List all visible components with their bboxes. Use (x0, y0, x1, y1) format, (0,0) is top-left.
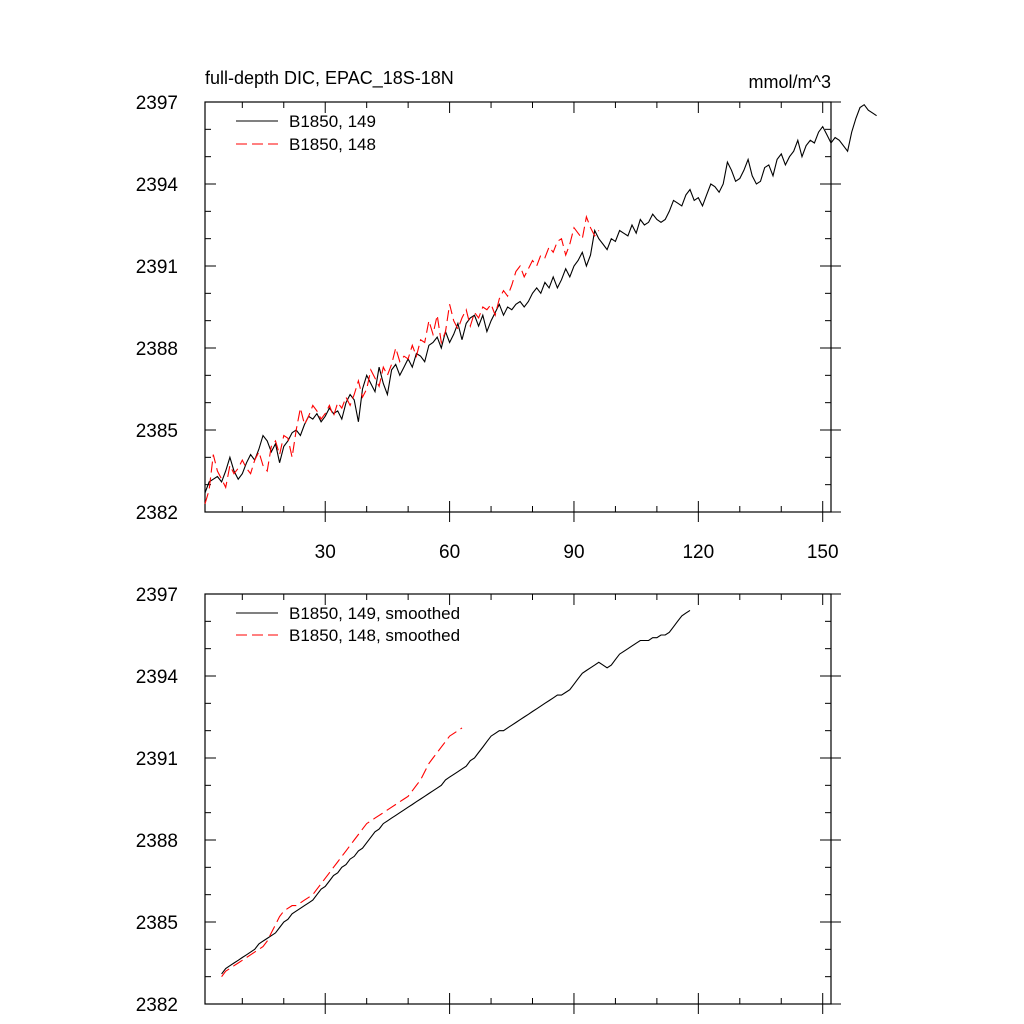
x-tick-label-120: 120 (682, 542, 714, 563)
y-tick-label-2388: 2388 (136, 831, 178, 852)
x-tick-label-60: 60 (439, 542, 460, 563)
legend-label-148-smoothed: B1850, 148, smoothed (289, 626, 460, 645)
y-tick-label-2391: 2391 (136, 257, 178, 278)
legend-label-149: B1850, 149 (289, 112, 376, 131)
plot-frame-top (204, 101, 832, 513)
legend-top: B1850, 149 B1850, 148 (236, 112, 376, 154)
series-line-b1850-149 (204, 103, 877, 494)
y-tick-label-2385: 2385 (136, 421, 178, 442)
tick-labels-top: 30 60 90 120 150 2382 2385 2388 2391 2394 2397 (136, 93, 839, 563)
legend-bottom: B1850, 149, smoothed B1850, 148, smoothe… (236, 604, 460, 645)
series-lines-top (204, 103, 877, 504)
y-tick-label-2382: 2382 (136, 995, 178, 1016)
y-tick-label-2391: 2391 (136, 749, 178, 770)
y-tick-label-2397: 2397 (136, 93, 178, 114)
chart-title: full-depth DIC, EPAC_18S-18N (205, 68, 454, 89)
plot-frame-bottom (204, 593, 832, 1005)
series-line-b1850-149-smoothed (221, 609, 691, 975)
y-tick-label-2385: 2385 (136, 913, 178, 934)
y-tick-label-2388: 2388 (136, 339, 178, 360)
y-tick-label-2397: 2397 (136, 585, 178, 606)
legend-label-148: B1850, 148 (289, 135, 376, 154)
series-line-b1850-148 (204, 214, 600, 504)
tick-labels-bottom: 2382 2385 2388 2391 2394 2397 (136, 585, 179, 1016)
units-label: mmol/m^3 (749, 72, 831, 92)
legend-label-149-smoothed: B1850, 149, smoothed (289, 604, 460, 623)
x-tick-label-30: 30 (315, 542, 336, 563)
y-tick-label-2394: 2394 (136, 175, 179, 196)
bottom-panel: 2382 2385 2388 2391 2394 2397 B1850, 149, smo… (136, 585, 841, 1016)
series-line-b1850-148-smoothed (221, 727, 463, 978)
axis-ticks-bottom (205, 593, 841, 1014)
top-panel: full-depth DIC, EPAC_18S-18N mmol/m^3 30… (136, 68, 877, 563)
y-tick-label-2394: 2394 (136, 667, 179, 688)
series-lines-bottom (221, 609, 691, 978)
x-tick-label-90: 90 (563, 542, 584, 563)
x-tick-label-150: 150 (807, 542, 839, 563)
y-tick-label-2382: 2382 (136, 503, 178, 524)
